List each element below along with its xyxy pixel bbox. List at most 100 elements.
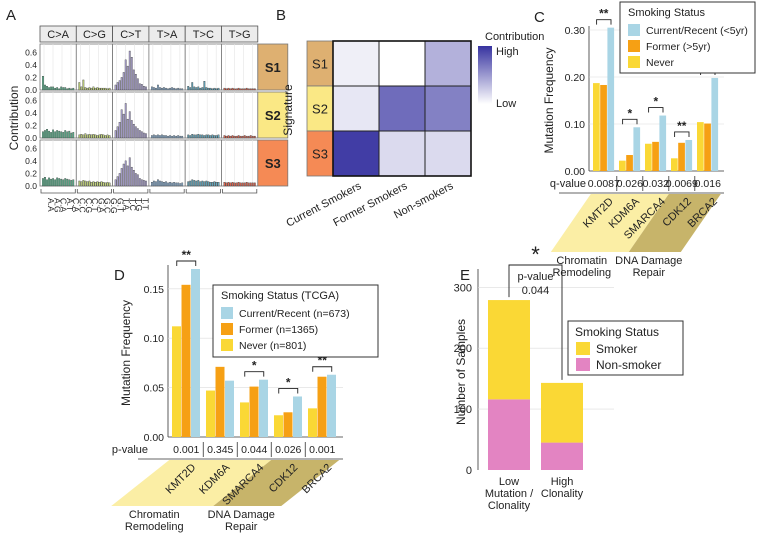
facet-header bbox=[221, 25, 259, 43]
bar-s3-c-a-1 bbox=[44, 177, 46, 187]
group-band-dna-repair bbox=[213, 460, 340, 506]
panel-label-d: D bbox=[114, 267, 125, 284]
bar-s3-t-g-7 bbox=[237, 182, 240, 187]
facet-bracket bbox=[40, 189, 76, 194]
bar-s3-t-g-1 bbox=[225, 182, 228, 187]
facet-bracket bbox=[76, 189, 112, 194]
bar-s2-c-t-6 bbox=[126, 118, 129, 139]
bar-s3-t-a-13 bbox=[177, 182, 180, 187]
facet-bracket bbox=[185, 189, 221, 194]
bar-brca2-never bbox=[308, 408, 317, 437]
significance-mark-cdk12: * bbox=[286, 375, 291, 389]
panel-label-b: B bbox=[276, 7, 286, 24]
bar-s2-t-g-15 bbox=[253, 135, 256, 139]
bar-s3-c-a-0 bbox=[42, 178, 44, 187]
bar-s2-c-g-2 bbox=[82, 134, 85, 139]
legend-swatch-never bbox=[628, 56, 640, 68]
bar-s1-t-c-13 bbox=[213, 87, 216, 91]
bar-s1-t-g-8 bbox=[239, 88, 242, 91]
row-strip-s2 bbox=[306, 85, 334, 132]
bar-s2-t-c-6 bbox=[199, 134, 202, 139]
y-tick-label: 0.10 bbox=[565, 119, 586, 131]
bar-s1-c-t-1 bbox=[116, 82, 119, 91]
bar-s3-t-g-14 bbox=[251, 182, 254, 187]
x-tick-label: T.G bbox=[134, 198, 144, 211]
bar-s3-c-g-6 bbox=[90, 182, 93, 187]
bar-kdm6a-current bbox=[225, 380, 234, 437]
q-value-smarca4: 0.032 bbox=[643, 178, 669, 190]
bar-s1-c-t-10 bbox=[134, 74, 137, 91]
bar-s3-t-c-8 bbox=[203, 181, 206, 187]
bar-s3-c-t-6 bbox=[126, 165, 129, 187]
bar-s3-t-g-12 bbox=[247, 182, 250, 187]
y-tick-label: 0.4 bbox=[25, 108, 37, 118]
bar-s2-t-g-1 bbox=[225, 135, 228, 139]
heat-cell-s2-non-smokers bbox=[424, 85, 472, 132]
bar-kdm6a-never bbox=[619, 160, 626, 171]
y-tick-label: 0.00 bbox=[565, 166, 586, 178]
bar-s1-t-a-6 bbox=[163, 87, 165, 91]
bar-s1-t-c-10 bbox=[207, 87, 210, 91]
bar-s2-c-g-8 bbox=[94, 134, 97, 139]
legend-label-former: Former (n=1365) bbox=[239, 324, 318, 336]
bar-s2-c-g-4 bbox=[86, 134, 89, 139]
bar-s2-t-g-14 bbox=[251, 135, 254, 139]
legend-title: Smoking Status bbox=[575, 325, 659, 339]
x-tick-label: A.G bbox=[52, 198, 62, 213]
bar-s2-c-t-7 bbox=[128, 111, 131, 139]
panel-label-c: C bbox=[534, 9, 545, 26]
bar-brca2-never bbox=[697, 122, 704, 171]
bar-s3-c-g-7 bbox=[92, 181, 95, 187]
bar-s1-t-g-6 bbox=[235, 88, 238, 91]
bar-s1-t-c-0 bbox=[187, 86, 190, 91]
significance-bracket bbox=[508, 264, 563, 380]
bar-s1-t-a-12 bbox=[175, 88, 178, 91]
bar-s1-c-g-3 bbox=[84, 87, 87, 91]
x-tick-label: A.A bbox=[46, 198, 56, 212]
bar-s3-c-a-12 bbox=[66, 178, 69, 187]
bar-s1-t-c-8 bbox=[203, 81, 206, 91]
bar-s1-t-g-0 bbox=[223, 87, 226, 91]
significance-mark: * bbox=[531, 242, 540, 267]
row-label-s3: S3 bbox=[312, 147, 328, 162]
facet-panel bbox=[148, 43, 186, 91]
bar-s2-t-a-9 bbox=[169, 135, 171, 139]
bar-s3-c-g-12 bbox=[102, 182, 105, 187]
bar-s2-c-t-8 bbox=[130, 120, 133, 139]
bar-s1-t-a-1 bbox=[153, 87, 155, 91]
legend-swatch-current bbox=[221, 307, 233, 319]
bar-s3-t-a-12 bbox=[175, 182, 178, 187]
bar-s2-c-g-1 bbox=[80, 134, 83, 139]
bar-cdk12-current bbox=[293, 396, 302, 437]
heat-cell-s1-non-smokers bbox=[424, 40, 472, 87]
bar-s3-t-a-6 bbox=[163, 182, 165, 187]
heat-cell-s1-current-smokers bbox=[332, 40, 380, 87]
legend-label-current: Current/Recent (n=673) bbox=[239, 308, 350, 320]
panel-a-signature-spectra: Contribution C>A C>G C>T T>A T>C T>G 0.6 0.4 0.2 0… bbox=[7, 25, 289, 214]
heat-cell-s2-former-smokers bbox=[378, 85, 426, 132]
bar-s2-t-g-6 bbox=[235, 135, 238, 139]
x-tick-label: C.T bbox=[90, 198, 100, 212]
bar-smarca4-current bbox=[259, 379, 268, 437]
legend-swatch-nonsmoker bbox=[576, 358, 590, 371]
bar-s1-c-g-14 bbox=[106, 88, 109, 91]
bar-s2-c-a-2 bbox=[46, 129, 48, 139]
bar-s2-c-t-5 bbox=[124, 103, 127, 139]
bar-s1-c-a-4 bbox=[50, 86, 52, 91]
group-label-chromatin-remodeling-line-1: Remodeling bbox=[125, 521, 184, 533]
bar-s1-c-t-5 bbox=[124, 59, 127, 91]
group-band-chromatin bbox=[550, 194, 669, 252]
bar-s3-c-a-5 bbox=[52, 178, 54, 187]
x-tick-label-high-clonality-line-0: High bbox=[551, 476, 574, 488]
significance-mark-kdm6a: * bbox=[627, 106, 632, 120]
facet-panel bbox=[184, 139, 222, 187]
bar-kmt2d-current bbox=[191, 269, 200, 437]
x-tick-label: G.T bbox=[115, 198, 125, 212]
bar-s1-c-t-9 bbox=[132, 69, 135, 91]
panel-c-bar-chart: Mutation Frequency0.300.200.100.00******… bbox=[542, 1, 756, 279]
bar-s2-t-a-8 bbox=[167, 135, 169, 139]
y-tick-label: 0.0 bbox=[25, 85, 37, 95]
bar-s3-t-c-7 bbox=[201, 180, 204, 187]
facet-label-t-a: T>A bbox=[157, 29, 178, 41]
